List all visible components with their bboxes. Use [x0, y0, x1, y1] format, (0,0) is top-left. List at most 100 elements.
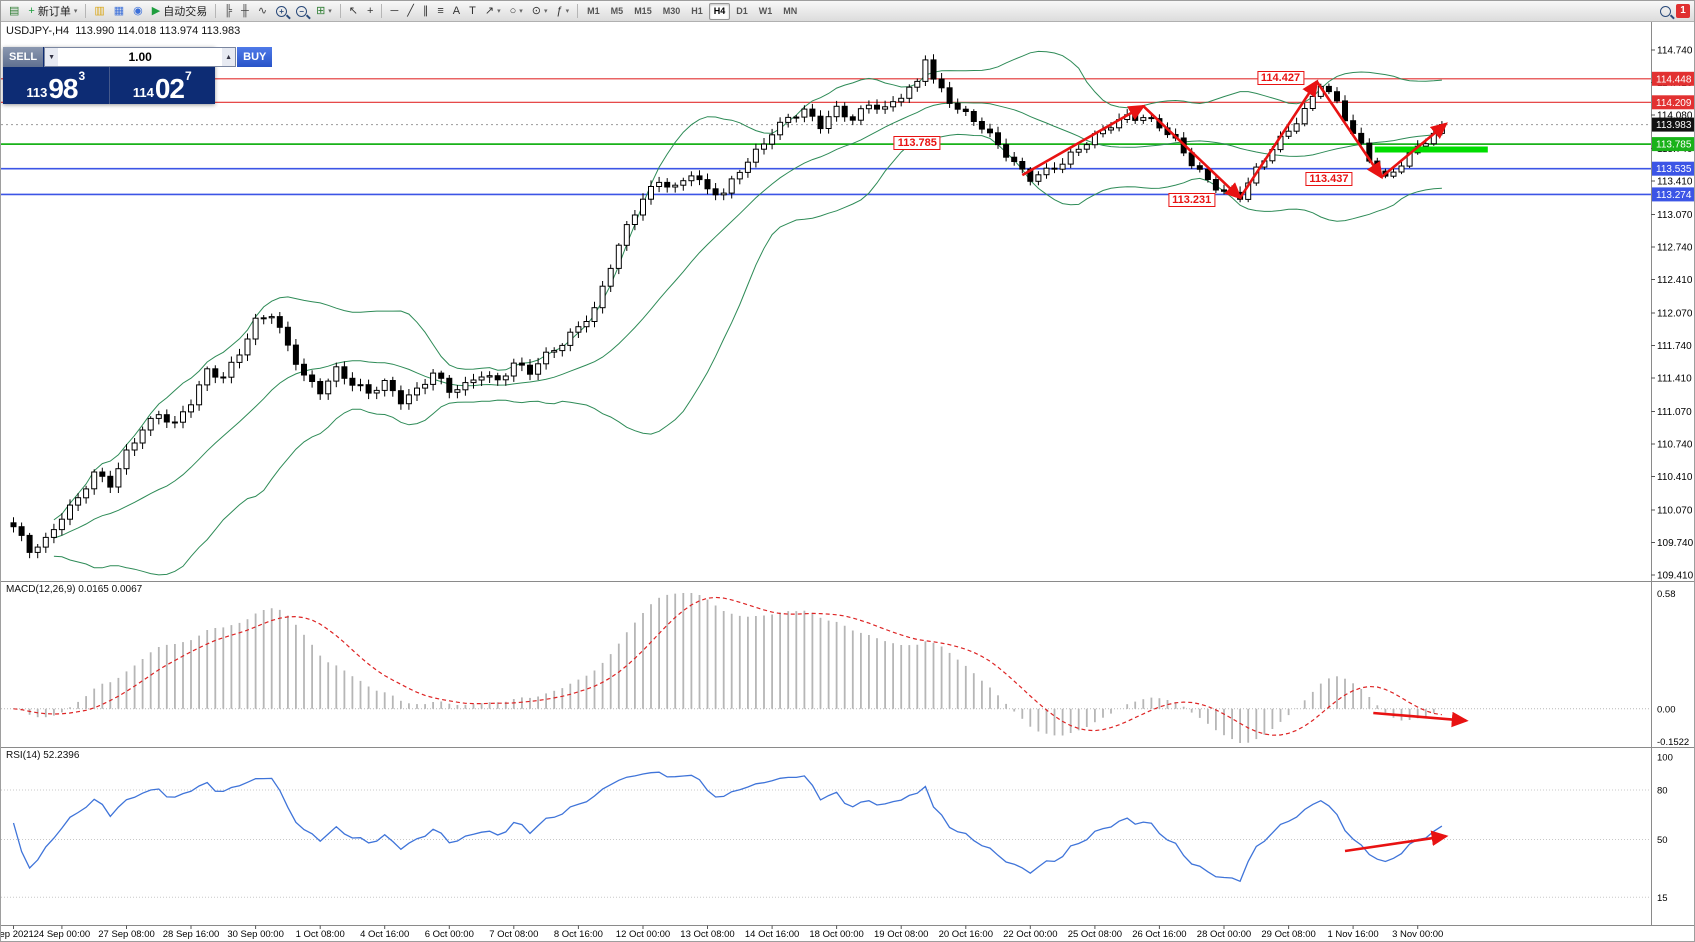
- toolbar-separator: [577, 4, 579, 18]
- periods-button[interactable]: ⊙ ▾: [528, 3, 552, 20]
- timeframe-m5-button[interactable]: M5: [606, 3, 629, 20]
- svg-text:1 Oct 08:00: 1 Oct 08:00: [296, 929, 345, 940]
- svg-text:111.740: 111.740: [1657, 341, 1692, 352]
- volume-increase-button[interactable]: ▲: [222, 48, 236, 66]
- timeframe-m30-button[interactable]: M30: [658, 3, 686, 20]
- rsi-pane: 100 80 50 15: [1, 753, 1673, 904]
- timeframe-mn-button[interactable]: MN: [778, 3, 802, 20]
- svg-text:13 Oct 08:00: 13 Oct 08:00: [680, 929, 734, 940]
- sell-button[interactable]: SELL: [3, 47, 44, 67]
- price-tag-annotation[interactable]: 113.437: [1305, 171, 1353, 186]
- ask-main: 02: [154, 72, 185, 104]
- rsi-annotation-arrow: [1344, 830, 1449, 853]
- new-order-plus-icon: +: [28, 4, 35, 17]
- timeframe-h1-button[interactable]: H1: [686, 3, 708, 20]
- volume-decrease-button[interactable]: ▼: [45, 48, 59, 66]
- cursor-icon: ↖: [348, 4, 359, 17]
- bid-price[interactable]: 113 98 3: [3, 67, 109, 104]
- chart-annotations-layer[interactable]: [1021, 79, 1488, 200]
- svg-text:29 Oct 08:00: 29 Oct 08:00: [1261, 929, 1315, 940]
- svg-text:113.785: 113.785: [1656, 140, 1692, 151]
- svg-text:20 Oct 16:00: 20 Oct 16:00: [939, 929, 993, 940]
- svg-text:12 Oct 00:00: 12 Oct 00:00: [616, 929, 670, 940]
- channel-button[interactable]: ∥: [419, 3, 433, 20]
- toolbar: ▤ + 新订单 ▾ ▥ ▦ ◉ ▶ 自动交易 ╠ ╫ ∿ + − ⊞ ▾ ↖ + ─ ╱ ∥ ≡ A T ↗ ▾ ○ ▾ ⊙ ▾ ƒ ▾ M1 M…: [1, 1, 1694, 22]
- bid-prefix: 113: [26, 85, 48, 100]
- crosshair-button[interactable]: +: [363, 3, 377, 20]
- svg-text:112.740: 112.740: [1657, 243, 1693, 254]
- svg-text:114.080: 114.080: [1657, 111, 1693, 122]
- price-tag-annotation[interactable]: 113.231: [1168, 193, 1216, 208]
- market-panel-button[interactable]: ▦: [110, 3, 128, 20]
- notification-badge[interactable]: 1: [1676, 4, 1690, 18]
- horizontal-level-lines[interactable]: [1, 78, 1651, 196]
- timeframe-d1-button[interactable]: D1: [731, 3, 753, 20]
- text-icon: A: [452, 4, 461, 17]
- function-icon: ƒ: [556, 4, 563, 17]
- line-chart-icon: ∿: [257, 4, 268, 17]
- play-icon: ▶: [151, 4, 161, 17]
- trend-arrow: [1315, 80, 1383, 180]
- svg-text:19 Oct 08:00: 19 Oct 08:00: [874, 929, 928, 940]
- ask-price[interactable]: 114 02 7: [110, 67, 216, 104]
- new-order-button[interactable]: + 新订单 ▾: [24, 3, 81, 20]
- chart-window-button[interactable]: ▤: [5, 3, 23, 20]
- rsi-indicator-label: RSI(14) 52.2396: [6, 750, 80, 761]
- pane-separators: [1, 21, 1694, 926]
- horizontal-line-button[interactable]: ─: [386, 3, 402, 20]
- price-tag-annotation[interactable]: 114.427: [1256, 71, 1305, 86]
- timeframe-m1-button[interactable]: M1: [582, 3, 605, 20]
- price-axis[interactable]: 114.740114.410114.080113.740113.410113.0…: [1651, 46, 1695, 582]
- tile-windows-button[interactable]: ⊞ ▾: [312, 3, 336, 20]
- svg-text:3 Nov 00:00: 3 Nov 00:00: [1392, 929, 1443, 940]
- line-chart-button[interactable]: ∿: [254, 3, 271, 20]
- indicators-button[interactable]: ƒ ▾: [553, 3, 574, 20]
- timeframe-w1-button[interactable]: W1: [754, 3, 778, 20]
- trendline-icon: ╱: [407, 4, 414, 17]
- bar-chart-icon: ╠: [224, 4, 233, 17]
- svg-text:28 Oct 00:00: 28 Oct 00:00: [1197, 929, 1251, 940]
- svg-text:114.740: 114.740: [1657, 46, 1693, 57]
- zoom-out-icon: −: [296, 5, 308, 17]
- arrow-object-icon: ↗: [484, 4, 495, 17]
- community-button[interactable]: ◉: [129, 3, 147, 20]
- bid-main: 98: [48, 72, 78, 104]
- chart-area[interactable]: 114.740114.410114.080113.740113.410113.0…: [1, 21, 1695, 942]
- search-button[interactable]: [1656, 3, 1675, 20]
- bar-chart-button[interactable]: ╠: [220, 3, 236, 20]
- svg-text:6 Oct 00:00: 6 Oct 00:00: [425, 929, 474, 940]
- fibonacci-button[interactable]: ≡: [433, 3, 447, 20]
- caret-down-icon: ▾: [544, 7, 548, 15]
- chart-canvas[interactable]: 114.740114.410114.080113.740113.410113.0…: [1, 21, 1695, 942]
- timeframe-m15-button[interactable]: M15: [629, 3, 657, 20]
- arrows-button[interactable]: ↗ ▾: [481, 3, 505, 20]
- svg-text:14 Oct 16:00: 14 Oct 16:00: [745, 929, 799, 940]
- svg-text:-0.1522: -0.1522: [1657, 737, 1689, 748]
- buy-button[interactable]: BUY: [237, 47, 273, 67]
- shapes-button[interactable]: ○ ▾: [506, 3, 527, 20]
- clock-icon: ⊙: [531, 4, 541, 17]
- toolbar-button-label: 新订单: [37, 6, 71, 18]
- toolbar-separator: [381, 4, 383, 18]
- volume-input[interactable]: [58, 48, 223, 66]
- auto-trading-button[interactable]: ▶ 自动交易: [148, 3, 211, 20]
- svg-text:8 Oct 16:00: 8 Oct 16:00: [554, 929, 603, 940]
- zoom-in-button[interactable]: +: [272, 3, 291, 20]
- text-label-button[interactable]: T: [465, 3, 480, 20]
- blue-panel-icon: ▦: [113, 4, 125, 17]
- profiles-button[interactable]: ▥: [90, 3, 108, 20]
- svg-text:111.410: 111.410: [1657, 374, 1692, 385]
- timeframe-h4-button[interactable]: H4: [708, 2, 731, 20]
- crosshair-icon: +: [367, 4, 374, 17]
- toolbar-separator: [339, 4, 341, 18]
- text-button[interactable]: A: [449, 3, 464, 20]
- svg-text:113.274: 113.274: [1656, 190, 1692, 201]
- blue-globe-icon: ◉: [133, 4, 143, 17]
- cursor-button[interactable]: ↖: [345, 3, 362, 20]
- svg-text:110.410: 110.410: [1657, 472, 1693, 483]
- price-tag-annotation[interactable]: 113.785: [893, 135, 941, 150]
- trendline-button[interactable]: ╱: [403, 3, 418, 20]
- candlestick-chart-button[interactable]: ╫: [237, 3, 253, 20]
- zoom-out-button[interactable]: −: [292, 3, 311, 20]
